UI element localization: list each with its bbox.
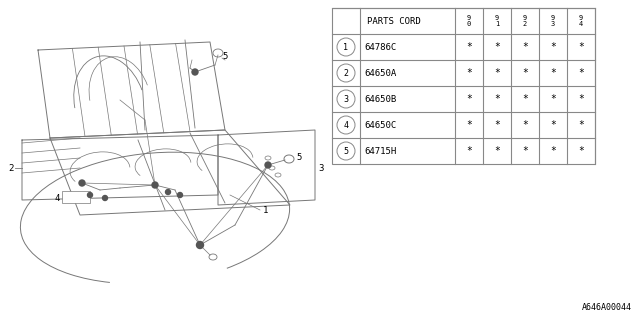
Text: 5: 5 (344, 147, 349, 156)
Text: *: * (550, 146, 556, 156)
Text: *: * (578, 42, 584, 52)
Text: 2: 2 (8, 164, 13, 172)
Text: *: * (550, 42, 556, 52)
Text: *: * (522, 146, 528, 156)
Text: *: * (578, 146, 584, 156)
Text: *: * (494, 120, 500, 130)
Text: 64650C: 64650C (364, 121, 396, 130)
Text: *: * (522, 94, 528, 104)
Text: *: * (466, 42, 472, 52)
Text: *: * (466, 68, 472, 78)
Circle shape (166, 189, 170, 195)
Circle shape (152, 182, 158, 188)
Text: *: * (522, 42, 528, 52)
Text: *: * (550, 68, 556, 78)
Text: *: * (578, 68, 584, 78)
Text: *: * (494, 42, 500, 52)
Text: 64650B: 64650B (364, 94, 396, 103)
Text: *: * (578, 94, 584, 104)
Text: *: * (466, 120, 472, 130)
Text: *: * (522, 120, 528, 130)
Text: 9
2: 9 2 (523, 15, 527, 27)
Text: 5: 5 (296, 153, 301, 162)
Bar (62, 191, 90, 203)
Text: 9
3: 9 3 (551, 15, 555, 27)
Text: 9
1: 9 1 (495, 15, 499, 27)
Text: 64715H: 64715H (364, 147, 396, 156)
Bar (332, 8, 595, 164)
Text: 2: 2 (344, 68, 349, 77)
Text: 3: 3 (344, 94, 349, 103)
Text: 5: 5 (222, 52, 227, 60)
Text: 64786C: 64786C (364, 43, 396, 52)
Text: *: * (522, 68, 528, 78)
Circle shape (265, 162, 271, 168)
Text: *: * (578, 120, 584, 130)
Text: 64650A: 64650A (364, 68, 396, 77)
Text: 9
4: 9 4 (579, 15, 583, 27)
Text: 1: 1 (344, 43, 349, 52)
Text: *: * (466, 94, 472, 104)
Text: 9
0: 9 0 (467, 15, 471, 27)
Circle shape (88, 193, 93, 197)
Text: 4: 4 (54, 194, 60, 203)
Text: *: * (466, 146, 472, 156)
Text: 1: 1 (263, 205, 268, 214)
Text: *: * (494, 68, 500, 78)
Circle shape (102, 196, 108, 201)
Text: A646A00044: A646A00044 (582, 303, 632, 312)
Circle shape (79, 180, 85, 186)
Text: *: * (494, 146, 500, 156)
Circle shape (196, 242, 204, 249)
Text: *: * (494, 94, 500, 104)
Text: 3: 3 (318, 164, 323, 172)
Text: *: * (550, 120, 556, 130)
Text: PARTS CORD: PARTS CORD (367, 17, 420, 26)
Text: *: * (550, 94, 556, 104)
Circle shape (177, 193, 182, 197)
Circle shape (192, 69, 198, 75)
Text: 4: 4 (344, 121, 349, 130)
